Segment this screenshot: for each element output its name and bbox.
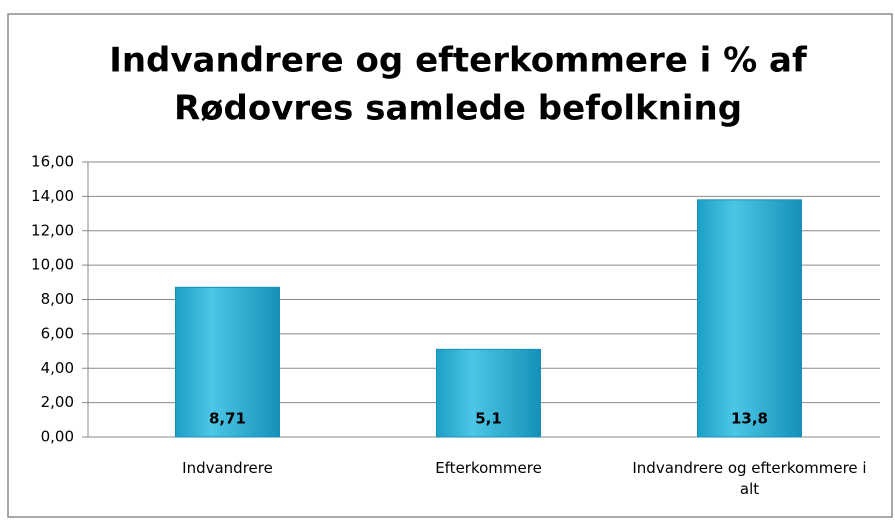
bar [175, 286, 280, 438]
y-tick-label: 12,00 [31, 221, 74, 239]
data-label: 13,8 [731, 410, 768, 428]
bar [436, 348, 541, 438]
y-tick-label: 4,00 [41, 359, 74, 377]
chart-title: Indvandrere og efterkommere i % af [109, 41, 808, 81]
bar [697, 199, 802, 438]
x-tick-label: Indvandrere [182, 459, 273, 477]
y-tick-label: 8,00 [41, 290, 74, 308]
chart-title: Rødovres samlede befolkning [174, 89, 742, 129]
x-tick-label: Efterkommere [435, 459, 542, 477]
y-tick-label: 0,00 [41, 428, 74, 446]
data-label: 5,1 [475, 410, 502, 428]
y-tick-label: 2,00 [41, 393, 74, 411]
y-tick-label: 14,00 [31, 187, 74, 205]
y-tick-label: 16,00 [31, 153, 74, 171]
y-tick-label: 6,00 [41, 324, 74, 342]
x-tick-label: Indvandrere og efterkommere i alt [632, 459, 867, 498]
data-label: 8,71 [209, 410, 246, 428]
y-tick-label: 10,00 [31, 256, 74, 274]
